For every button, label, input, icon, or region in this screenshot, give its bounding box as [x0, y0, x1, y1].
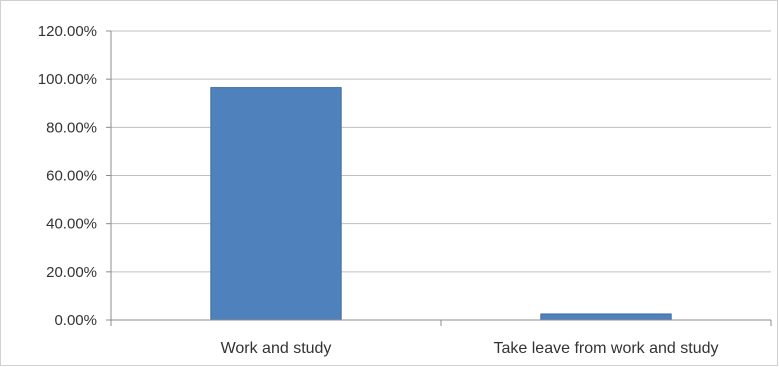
- y-tick-label: 60.00%: [46, 168, 97, 185]
- y-tick-label: 120.00%: [38, 23, 97, 40]
- y-tick-label: 40.00%: [46, 216, 97, 233]
- y-axis-ticks: 0.00% 20.00% 40.00% 60.00% 80.00% 100.00% 120.…: [38, 23, 111, 329]
- axes: [110, 31, 772, 326]
- gridlines: [111, 30, 771, 273]
- bar-1: [210, 87, 342, 321]
- bars: [210, 87, 672, 321]
- y-tick-label: 20.00%: [46, 264, 97, 281]
- y-tick-label: 100.00%: [38, 71, 97, 88]
- bar-2: [540, 313, 672, 321]
- x-category-label: Work and study: [221, 340, 332, 357]
- y-tick-label: 80.00%: [46, 119, 97, 136]
- x-category-label: Take leave from work and study: [494, 340, 719, 357]
- x-axis-categories: Work and study Take leave from work and s…: [221, 340, 719, 357]
- y-tick-label: 0.00%: [54, 312, 97, 329]
